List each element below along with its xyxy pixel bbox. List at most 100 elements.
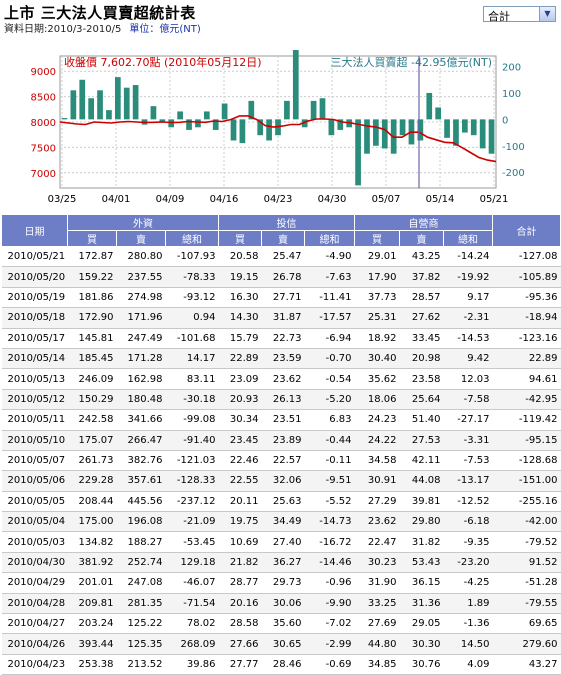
- table-row: 2010/04/30 381.92 252.74 129.18 21.82 36.27 -1…: [1, 552, 561, 574]
- category-select[interactable]: 合計 ▼: [483, 6, 556, 23]
- row-cell: -105.89: [492, 266, 561, 288]
- x-tick-label: 05/21: [480, 194, 509, 205]
- row-cell: -13.17: [443, 470, 493, 492]
- row-cell: -27.17: [443, 409, 493, 431]
- row-date: 2010/05/10: [1, 430, 68, 451]
- row-cell: 31.82: [399, 531, 444, 553]
- row-cell: -46.07: [165, 572, 219, 594]
- row-cell: 29.01: [354, 246, 400, 268]
- row-cell: 22.89: [218, 348, 262, 370]
- page-title: 上市 三大法人買賣超統計表: [4, 4, 196, 22]
- net-bar: [453, 119, 459, 146]
- row-cell: -3.31: [443, 430, 493, 451]
- row-cell: -14.73: [304, 511, 355, 533]
- row-cell: 34.49: [261, 511, 305, 533]
- table-row: 2010/04/26 393.44 125.35 268.09 27.66 30.65 -2…: [1, 633, 561, 655]
- net-bar: [284, 100, 290, 120]
- row-cell: 208.44: [67, 491, 117, 513]
- left-tick-label: 7500: [31, 143, 56, 154]
- row-cell: -9.51: [304, 470, 355, 492]
- row-cell: -21.09: [165, 511, 219, 533]
- row-cell: 279.60: [492, 633, 561, 655]
- row-date: 2010/05/04: [1, 511, 68, 533]
- table-row: 2010/05/10 175.07 266.47 -91.40 23.45 23.89 -0…: [1, 430, 561, 451]
- row-cell: 229.28: [67, 470, 117, 492]
- net-bar: [462, 119, 468, 133]
- row-cell: 129.18: [165, 552, 219, 574]
- unit-label: 單位：億元(NT): [129, 24, 201, 35]
- net-bar: [426, 92, 433, 120]
- row-cell: 172.90: [67, 307, 117, 329]
- row-cell: 175.07: [67, 430, 117, 451]
- row-cell: 125.22: [116, 613, 166, 635]
- x-tick-label: 04/01: [102, 194, 131, 205]
- row-cell: 253.38: [67, 654, 117, 675]
- net-bar: [248, 100, 255, 120]
- row-cell: 91.52: [492, 552, 561, 574]
- row-cell: 22.57: [261, 450, 305, 472]
- table-row: 2010/04/28 209.81 281.35 -71.54 20.16 30.06 -9…: [1, 593, 561, 615]
- table-row: 2010/05/04 175.00 196.08 -21.09 19.75 34.49 -1…: [1, 511, 561, 533]
- row-cell: 31.90: [354, 572, 400, 594]
- sub-header-net: 總和: [442, 230, 494, 247]
- row-cell: 203.24: [67, 613, 117, 635]
- table-row: 2010/05/19 181.86 274.98 -93.12 16.30 27.71 -1…: [1, 287, 561, 309]
- net-bar: [159, 119, 166, 122]
- row-cell: -121.03: [165, 450, 219, 472]
- right-tick-label: -200: [502, 168, 525, 179]
- row-cell: 4.09: [443, 654, 493, 675]
- net-bar: [373, 119, 379, 146]
- row-cell: 51.40: [399, 409, 444, 431]
- chevron-down-icon[interactable]: ▼: [539, 7, 555, 21]
- row-date: 2010/05/14: [1, 348, 68, 370]
- row-date: 2010/05/12: [1, 389, 68, 411]
- row-cell: -2.99: [304, 633, 355, 655]
- net-bar: [79, 79, 86, 120]
- row-cell: 134.82: [67, 531, 117, 553]
- net-bar: [61, 118, 68, 120]
- row-cell: -2.31: [443, 307, 493, 329]
- row-cell: 33.25: [354, 593, 400, 615]
- table-row: 2010/05/21 172.87 280.80 -107.93 20.58 25.47-…: [1, 246, 561, 268]
- row-cell: 16.30: [218, 287, 262, 309]
- sub-header-buy: 買: [354, 230, 400, 247]
- x-tick-label: 04/16: [210, 194, 239, 205]
- row-cell: 150.29: [67, 389, 117, 411]
- row-cell: -14.24: [443, 246, 493, 268]
- row-cell: 44.80: [354, 633, 400, 655]
- row-cell: -11.41: [304, 287, 355, 309]
- price-label: 收盤價 7,602.70點 (2010年05月12日): [64, 55, 262, 69]
- row-date: 2010/05/21: [1, 246, 68, 268]
- row-cell: 171.96: [116, 307, 166, 329]
- row-cell: 30.34: [218, 409, 262, 431]
- stats-table: 日期 外資 投信 自營商 合計 買 賣 總和 買 賣 總和 買 賣 總和 201…: [1, 214, 561, 675]
- row-cell: 28.46: [261, 654, 305, 675]
- sub-header-net: 總和: [165, 230, 219, 247]
- net-bar: [319, 98, 326, 120]
- row-cell: 9.42: [443, 348, 493, 370]
- row-cell: 22.89: [492, 348, 561, 370]
- row-cell: 125.35: [116, 633, 166, 655]
- table-row: 2010/05/14 185.45 171.28 14.17 22.89 23.59 -0.…: [1, 348, 561, 370]
- net-bar: [132, 85, 139, 120]
- row-cell: 29.73: [261, 572, 305, 594]
- net-bar: [177, 111, 183, 120]
- row-cell: -95.36: [492, 287, 561, 309]
- row-cell: -91.40: [165, 430, 219, 451]
- row-cell: 268.09: [165, 633, 219, 655]
- row-cell: 23.59: [261, 348, 305, 370]
- row-cell: 30.76: [399, 654, 444, 675]
- row-cell: 188.27: [116, 531, 166, 553]
- row-cell: 19.15: [218, 266, 262, 288]
- row-cell: 39.81: [399, 491, 444, 513]
- net-bar: [470, 119, 477, 136]
- row-cell: -16.72: [304, 531, 355, 553]
- row-cell: -23.20: [443, 552, 493, 574]
- row-cell: 36.15: [399, 572, 444, 594]
- row-cell: 43.27: [492, 654, 561, 675]
- x-tick-label: 04/23: [264, 194, 293, 205]
- row-cell: 32.06: [261, 470, 305, 492]
- row-cell: 209.81: [67, 593, 117, 615]
- right-tick-label: -100: [502, 142, 525, 153]
- net-bar: [195, 119, 201, 128]
